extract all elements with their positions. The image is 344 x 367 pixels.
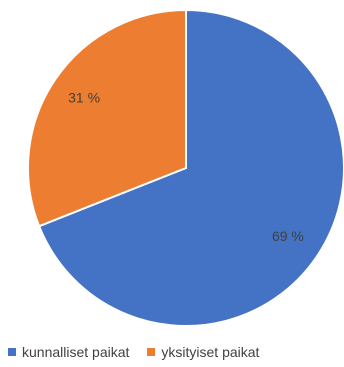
pie-chart: 69 % 31 % [27,8,344,327]
legend-swatch-kunnalliset [8,348,16,356]
chart-legend: kunnalliset paikat yksityiset paikat [8,344,277,360]
legend-label-kunnalliset: kunnalliset paikat [22,344,130,360]
slice-kunnalliset [37,8,344,327]
legend-label-yksityiset: yksityiset paikat [161,344,260,360]
slice-yksityiset [27,8,187,228]
slice-label-kunnalliset: 69 % [272,228,304,244]
legend-item-kunnalliset: kunnalliset paikat [8,344,129,360]
slice-label-yksityiset: 31 % [68,89,100,105]
legend-item-yksityiset: yksityiset paikat [147,344,259,360]
legend-swatch-yksityiset [147,348,156,356]
